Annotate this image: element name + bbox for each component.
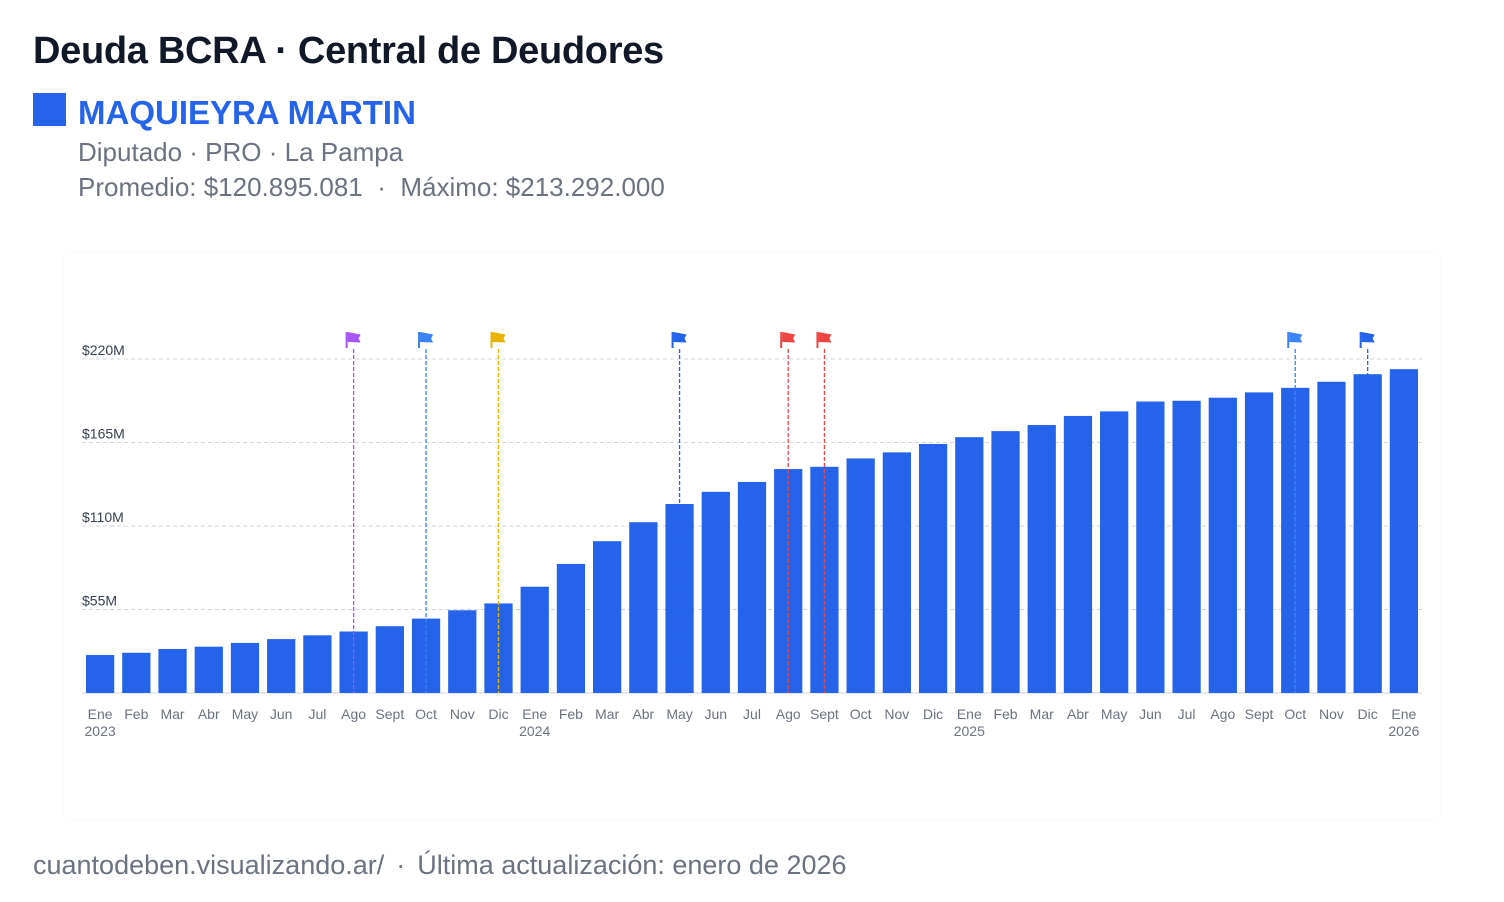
bar: [882, 452, 911, 693]
x-tick-label: Oct: [850, 706, 872, 722]
footer-updated: Última actualización: enero de 2026: [417, 850, 847, 880]
x-tick-label: Ago: [341, 706, 366, 722]
x-tick-label: Ene: [88, 706, 113, 722]
x-tick-label: May: [1101, 706, 1127, 722]
x-tick-label: May: [232, 706, 258, 722]
x-tick-label: Jul: [308, 706, 326, 722]
bar: [701, 491, 730, 693]
x-tick-label: Mar: [595, 706, 619, 722]
x-tick-label: Jun: [1139, 706, 1162, 722]
x-tick-label: Ago: [776, 706, 801, 722]
x-tick-label: Dic: [488, 706, 508, 722]
chart-card: $55M $110M $165M $220M Ene Feb Mar Abr May Jun Jul…: [64, 252, 1440, 820]
bar: [484, 603, 513, 693]
y-tick-label: $165M: [82, 426, 125, 442]
x-year-label: 2025: [954, 723, 985, 739]
bar: [1027, 425, 1056, 693]
bar: [846, 458, 875, 693]
x-tick-label: Feb: [993, 706, 1017, 722]
bar: [375, 626, 404, 693]
footer-separator: ·: [396, 850, 406, 880]
bar: [1208, 397, 1237, 693]
bar: [303, 635, 332, 693]
x-tick-label: Oct: [1284, 706, 1306, 722]
x-tick-label: Jun: [704, 706, 727, 722]
bar: [158, 648, 187, 693]
bar: [593, 541, 622, 693]
bar: [1136, 401, 1165, 693]
x-tick-label: Abr: [1067, 706, 1089, 722]
y-tick-label: $110M: [82, 509, 124, 525]
event-flag-icon: [1361, 332, 1375, 343]
footer: cuantodeben.visualizando.ar/ · Última actu…: [33, 850, 847, 881]
bar: [918, 444, 948, 693]
bar: [629, 522, 658, 693]
bar: [85, 655, 115, 693]
x-tick-label: Nov: [884, 706, 909, 722]
x-tick-label: Jul: [743, 706, 761, 722]
bar: [991, 431, 1020, 693]
x-tick-label: May: [666, 706, 692, 722]
event-flag-icon: [782, 332, 796, 343]
x-tick-label: Sept: [375, 706, 404, 722]
event-flag-icon: [818, 332, 832, 343]
x-tick-label: Dic: [1358, 706, 1378, 722]
bar: [1063, 415, 1093, 693]
bar: [520, 586, 549, 693]
bar: [737, 481, 767, 693]
event-flag-icon: [673, 332, 687, 343]
event-flag-icon: [1289, 332, 1303, 343]
bar: [1172, 400, 1201, 693]
x-tick-label: Sept: [810, 706, 839, 722]
x-tick-label: Nov: [450, 706, 475, 722]
x-tick-label: Jul: [1178, 706, 1196, 722]
x-tick-label: Oct: [415, 706, 437, 722]
x-tick-label: Mar: [1030, 706, 1054, 722]
x-tick-label: Jun: [270, 706, 293, 722]
person-color-swatch: [33, 93, 66, 126]
y-tick-label: $220M: [82, 342, 125, 358]
x-tick-label: Feb: [124, 706, 148, 722]
debt-bar-chart: $55M $110M $165M $220M Ene Feb Mar Abr May Jun Jul…: [82, 332, 1422, 739]
page-title: Deuda BCRA · Central de Deudores: [33, 30, 664, 72]
bar: [955, 437, 984, 693]
x-tick-label: Mar: [160, 706, 184, 722]
bar: [1317, 381, 1346, 693]
x-year-label: 2024: [519, 723, 550, 739]
x-tick-label: Nov: [1319, 706, 1344, 722]
event-flag-icon: [492, 332, 506, 343]
x-tick-label: Dic: [923, 706, 943, 722]
x-year-label: 2023: [85, 723, 116, 739]
bar: [122, 652, 151, 693]
y-tick-label: $55M: [82, 593, 117, 609]
x-tick-label: Ene: [1391, 706, 1416, 722]
x-tick-label: Ago: [1210, 706, 1235, 722]
x-year-label: 2026: [1388, 723, 1419, 739]
bar: [1281, 387, 1310, 693]
x-tick-label: Abr: [632, 706, 654, 722]
person-name: MAQUIEYRA MARTIN: [78, 94, 416, 131]
footer-site[interactable]: cuantodeben.visualizando.ar/: [33, 850, 385, 880]
event-flag-icon: [420, 332, 434, 343]
bar: [556, 563, 586, 693]
event-flag-icon: [347, 332, 361, 343]
x-tick-label: Ene: [957, 706, 982, 722]
bar: [448, 610, 477, 693]
x-tick-label: Feb: [559, 706, 583, 722]
bar: [194, 646, 223, 693]
debt-stats: Promedio: $120.895.081 · Máximo: $213.29…: [78, 172, 665, 202]
bar: [267, 639, 296, 693]
bar: [230, 642, 260, 693]
bar: [1389, 369, 1419, 693]
x-tick-label: Sept: [1245, 706, 1274, 722]
x-tick-label: Ene: [522, 706, 547, 722]
person-role: Diputado · PRO · La Pampa: [78, 137, 404, 167]
bar: [1100, 411, 1129, 693]
x-tick-label: Abr: [198, 706, 220, 722]
bar: [1244, 392, 1274, 693]
